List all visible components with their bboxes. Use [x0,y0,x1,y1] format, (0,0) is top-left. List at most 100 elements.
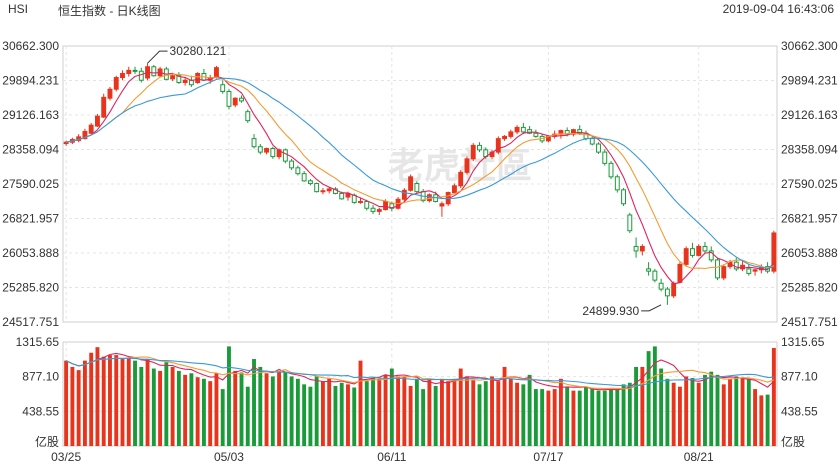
volume-bar [502,366,507,446]
volume-bar [753,389,758,446]
candle-body [702,245,708,252]
volume-bar [671,382,676,446]
volume-bar [377,378,382,446]
candle-body [464,158,470,173]
candle-body [132,69,138,72]
volume-bar [314,376,319,446]
volume-bar [709,371,714,446]
volume-bar [108,355,112,446]
candle-body [358,201,363,204]
volume-bar [389,368,394,446]
candle-body [533,132,539,137]
volume-bar [452,378,457,446]
price-tick-right: 25285.820 [781,281,838,295]
volume-bar [333,385,338,446]
volume-bar [339,382,344,446]
candle-body [439,203,445,207]
price-tick-right: 24517.751 [781,315,838,329]
candle-body [658,282,664,290]
volume-bar [227,346,231,446]
candle-body [602,151,608,164]
volume-bar [734,376,739,446]
volume-tick-right: 1315.65 [781,335,825,349]
candle-body [376,209,382,212]
candle-body [690,248,695,256]
volume-tick-left: 438.55 [22,404,59,418]
volume-bar [439,378,444,446]
volume-bar [609,389,613,446]
volume-bar [508,378,513,446]
candle-body [138,70,144,81]
price-tick-right: 26053.888 [781,246,838,260]
candle-body [577,129,583,134]
volume-bar [383,374,388,446]
candle-body [364,201,370,209]
volume-bar [715,374,720,446]
volume-bar [220,389,225,446]
volume-bar [158,370,163,446]
candle-body [696,245,702,256]
volume-bar [602,390,607,446]
volume-bar [540,389,545,446]
volume-bar [114,355,119,446]
volume-bar [771,347,776,446]
grid-lines [62,45,778,447]
candle-body [452,185,457,194]
price-tick-right: 30662.300 [781,39,838,53]
volume-bar [533,389,538,446]
volume-bar [252,359,256,446]
volume-bar [327,378,332,446]
candle-body [664,288,670,297]
volume-bar [170,366,175,446]
volume-bar [483,381,488,446]
candle-body [170,75,176,80]
volume-bar [101,356,106,446]
volume-bar [640,366,645,446]
candle-body [633,245,639,252]
date-tick: 06/11 [377,450,406,464]
volume-bar [396,376,401,446]
volume-bar [264,373,269,446]
candle-body [495,138,501,153]
candle-body [195,73,201,83]
candle-body [326,188,332,192]
price-tick-left: 26821.957 [2,212,59,226]
ma5-line [65,71,775,285]
volume-bar [421,389,426,446]
candle-body [339,192,345,200]
volume-bar [677,386,682,446]
volume-bar [258,366,263,446]
volume-bar [759,395,764,446]
volume-bar [458,368,463,446]
candle-body [88,124,94,134]
volume-ma-lines [65,352,775,391]
candle-body [470,144,476,160]
volume-bar [277,371,282,446]
volume-bars [64,346,776,446]
candle-body [101,96,107,118]
volume-bar [552,389,557,446]
volume-bar [302,384,307,446]
volume-bar [521,384,526,446]
candle-body [646,268,652,272]
candle-body [314,183,320,193]
low-label: 24899.930 [582,304,639,318]
volume-bar [690,378,695,446]
candle-body [746,268,752,274]
volume-frame [62,341,778,447]
volume-bar [703,374,707,446]
volume-axis: 1315.65 1315.65 877.10 877.10 438.55 438.55 亿股… [16,335,825,449]
candle-body [401,189,407,200]
volume-bar [214,373,219,446]
volume-bar [308,386,313,446]
volume-bar [126,357,131,446]
price-tick-left: 30662.300 [2,39,59,53]
ma10-line [65,73,775,270]
candle-body [408,176,414,191]
vol-ma10-line [65,356,775,390]
candle-body [270,148,276,158]
volume-bar [652,346,657,446]
volume-bar [82,360,87,446]
volume-bar [189,373,194,446]
